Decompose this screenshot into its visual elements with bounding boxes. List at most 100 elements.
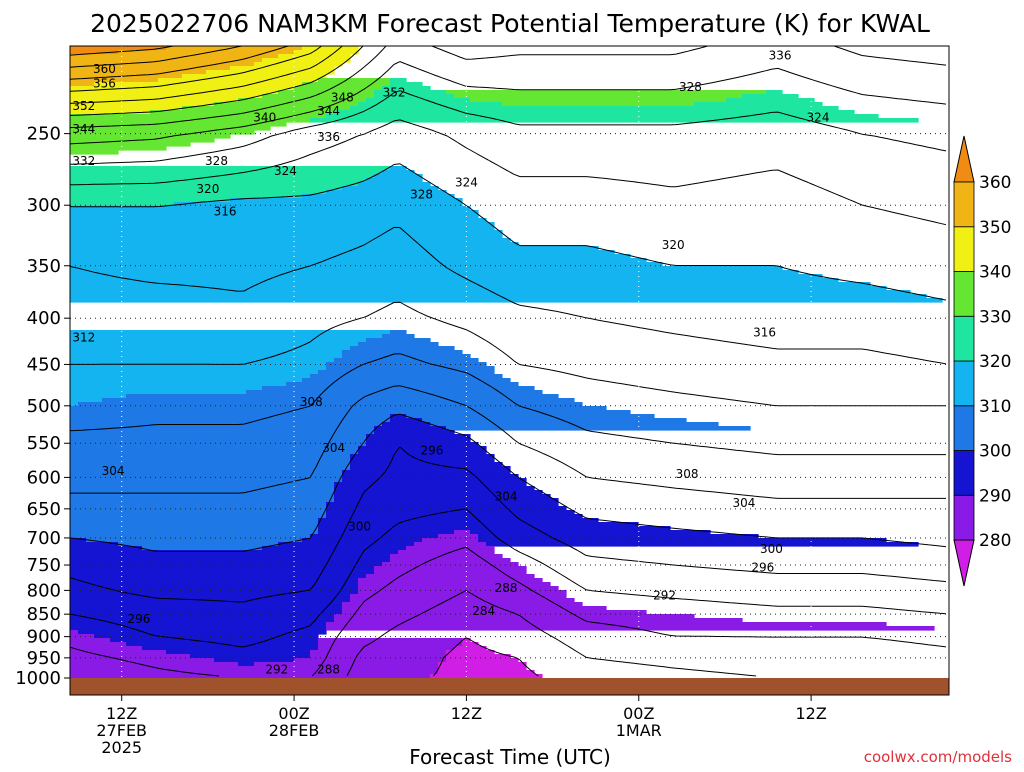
isentrope-356 [70, 46, 242, 68]
field-cell [70, 410, 631, 415]
field-cell [350, 458, 495, 463]
contour-label: 284 [472, 604, 495, 618]
x-tick-label: 12Z [106, 704, 137, 723]
contour-label: 324 [455, 175, 478, 189]
field-cell [70, 542, 119, 547]
field-cell [70, 242, 519, 247]
colorbar-bin [953, 271, 975, 317]
field-cell [70, 194, 303, 199]
field-cell [406, 414, 655, 419]
contour-label: 312 [72, 330, 95, 344]
contour-label: 328 [205, 154, 228, 168]
field-cell [70, 150, 119, 155]
field-cell [70, 106, 183, 111]
field-cell [70, 674, 431, 679]
field-cell [390, 166, 407, 171]
colorbar-bin [953, 181, 975, 228]
field-cell [78, 402, 583, 407]
field-cell [358, 450, 487, 455]
field-cell [70, 646, 143, 651]
field-cell [70, 218, 487, 223]
field-cell [158, 78, 319, 83]
field-cell [70, 582, 359, 587]
field-cell [70, 142, 191, 147]
contour-label: 360 [93, 62, 116, 76]
colorbar-tick-label: 300 [979, 442, 1011, 462]
colorbar-tick-label: 280 [979, 531, 1011, 551]
field-cell [118, 50, 295, 55]
field-cell [430, 674, 543, 679]
contour-label: 308 [676, 467, 699, 481]
field-cell [366, 434, 471, 439]
contour-label: 292 [265, 662, 288, 676]
field-cell [70, 498, 335, 503]
contour-label: 328 [410, 188, 433, 202]
field-cell [310, 534, 439, 539]
field-cell [70, 130, 255, 135]
isentrope-280 [433, 637, 539, 677]
contour-label: 288 [495, 581, 518, 595]
field-cell [70, 610, 343, 615]
contour-label: 316 [214, 205, 237, 219]
field-cell [302, 378, 511, 383]
field-cell [70, 554, 391, 559]
y-tick-label: 800 [27, 580, 61, 601]
field-cell [446, 650, 495, 655]
field-cell [70, 578, 359, 583]
field-cell [318, 78, 391, 83]
field-cell [70, 210, 479, 215]
contour-label: 348 [331, 90, 354, 104]
field-cell [70, 298, 943, 303]
field-cell [70, 202, 175, 207]
x-tick-label: 00Z [623, 704, 654, 723]
field-cell [326, 190, 447, 195]
contour-label: 300 [760, 542, 783, 556]
field-cell [70, 66, 231, 71]
field-cell [438, 666, 527, 671]
field-cell [358, 102, 503, 107]
field-cell [342, 474, 519, 479]
field-cell [358, 582, 551, 587]
field-cell [70, 622, 327, 627]
isentrope-300 [70, 413, 947, 552]
field-cell [70, 470, 343, 475]
y-tick-label: 750 [27, 555, 61, 576]
field-cell [70, 254, 631, 259]
isentrope-284 [346, 590, 757, 677]
field-cell [318, 642, 463, 647]
field-cell [342, 478, 527, 483]
field-cell [310, 654, 447, 659]
field-cell [374, 566, 527, 571]
field-cell [486, 542, 919, 547]
contour-label: 296 [127, 612, 150, 626]
field-cell [166, 650, 311, 655]
field-cell [150, 110, 335, 115]
field-cell [342, 350, 463, 355]
field-cell [70, 346, 351, 351]
field-cell [390, 82, 423, 87]
field-cell [70, 502, 327, 507]
field-cell [70, 406, 607, 411]
field-cell [262, 58, 351, 63]
x-tick-label: 28FEB [269, 721, 320, 740]
field-cell [70, 78, 159, 83]
field-cell [70, 394, 127, 399]
field-cell [214, 658, 295, 663]
field-cell [294, 86, 383, 91]
field-cell [70, 274, 823, 279]
field-cell [70, 438, 367, 443]
field-cell [206, 70, 335, 75]
field-cell [390, 330, 407, 335]
field-cell [70, 590, 359, 595]
contour-label: 288 [317, 662, 340, 676]
field-cell [102, 398, 575, 403]
y-tick-label: 600 [27, 467, 61, 488]
field-cell [70, 402, 79, 407]
y-tick-label: 250 [27, 124, 61, 145]
isentrope-contours [70, 46, 947, 677]
field-cell [70, 126, 271, 131]
y-tick-label: 400 [27, 308, 61, 329]
field-cell [278, 542, 415, 547]
